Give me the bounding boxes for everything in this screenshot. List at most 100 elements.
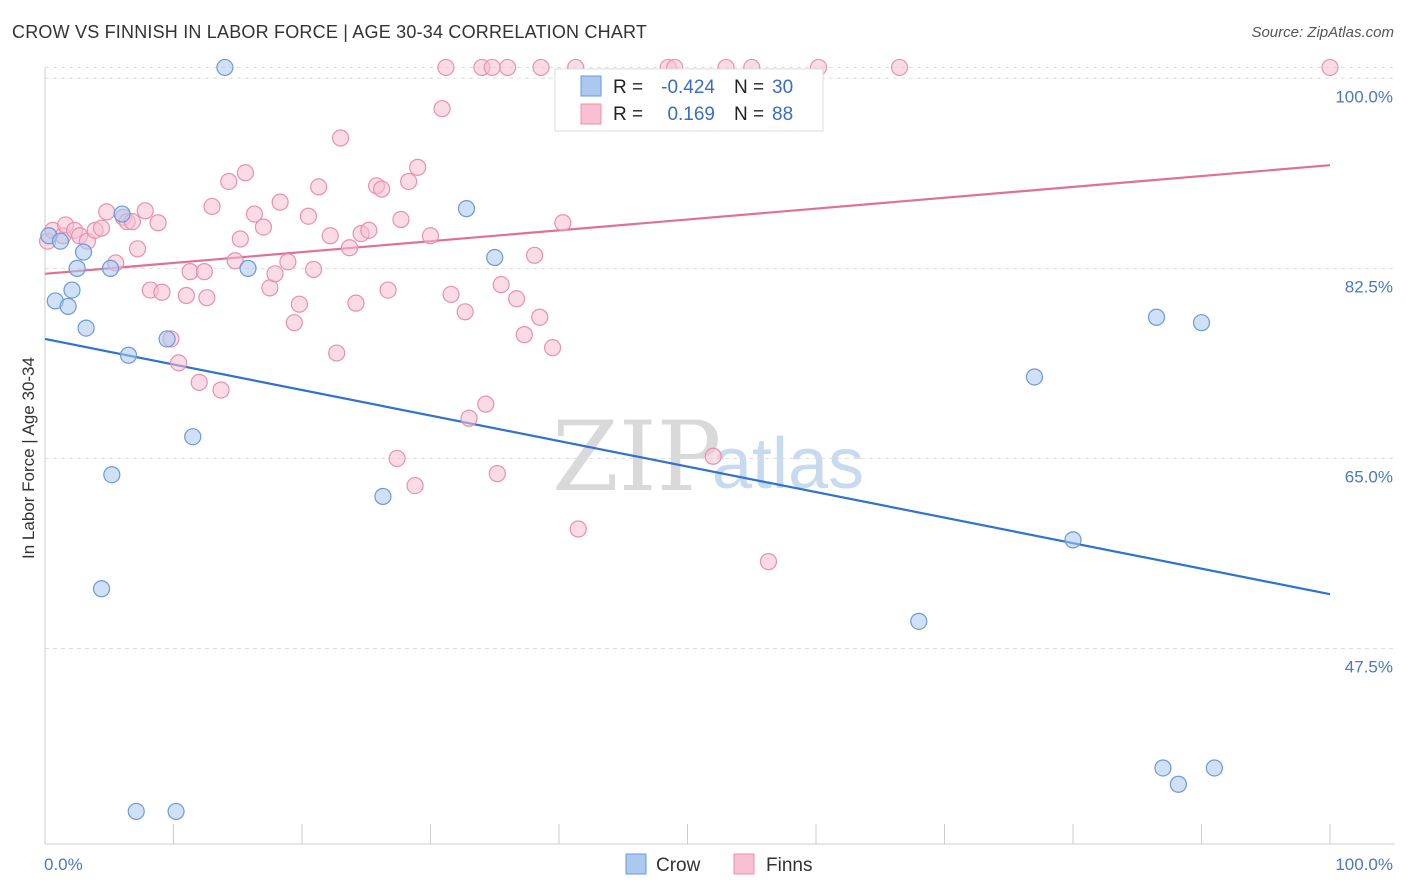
crow-point: [1064, 531, 1082, 549]
finns-point: [231, 230, 249, 248]
scatter-points: [38, 58, 1339, 821]
finns-point: [543, 339, 562, 357]
finns-point: [203, 197, 221, 216]
finns-point: [153, 283, 171, 301]
finns-point: [421, 227, 440, 245]
finns-point: [379, 281, 397, 299]
finns-point: [328, 344, 346, 362]
finns-trend-line: [44, 164, 1331, 275]
legend-crow-r-label: R =: [613, 77, 643, 98]
finns-point: [254, 218, 273, 236]
finns-point: [198, 289, 216, 307]
finns-point: [331, 129, 350, 147]
finns-point: [515, 326, 533, 344]
crow-point: [374, 487, 392, 506]
finns-point: [195, 263, 213, 281]
crow-point: [239, 259, 257, 277]
chart-source: Source: ZipAtlas.com: [1251, 24, 1394, 41]
finns-point: [488, 465, 506, 483]
finns-point: [347, 294, 365, 312]
crow-point: [1154, 759, 1172, 777]
legend-finns-r-value: 0.169: [667, 104, 715, 125]
crow-point: [113, 205, 131, 223]
finns-point: [433, 100, 451, 118]
crow-trend-line: [44, 337, 1331, 596]
crow-point: [1147, 308, 1166, 326]
finns-point: [531, 308, 549, 326]
finns-point: [499, 58, 517, 77]
finns-point: [477, 395, 495, 413]
crow-point: [74, 243, 93, 261]
legend-crow-r-value: -0.424: [661, 77, 715, 98]
legend-finns-r-label: R =: [613, 104, 643, 125]
finns-point: [409, 158, 427, 176]
legend-crow-n-value: 30: [772, 77, 793, 98]
finns-point: [128, 240, 147, 258]
crow-point: [216, 58, 234, 77]
finns-point: [226, 252, 244, 270]
finns-point: [290, 295, 309, 313]
finns-point: [483, 58, 501, 77]
finns-point: [492, 276, 510, 294]
crow-point: [457, 200, 476, 218]
legend-crow-n-label: N =: [734, 77, 764, 98]
finns-point: [759, 553, 778, 571]
finns-point: [569, 520, 587, 538]
finns-point: [507, 290, 526, 308]
legend-finns-swatch: [580, 103, 602, 125]
crow-point: [167, 802, 185, 821]
series-legend: Crow Finns: [625, 853, 812, 876]
finns-point: [456, 303, 474, 321]
finns-point: [360, 221, 378, 239]
finns-point: [92, 219, 111, 237]
crow-point: [103, 466, 121, 484]
crow-point: [68, 259, 86, 277]
crow-point: [1192, 314, 1211, 332]
crow-point: [63, 281, 81, 299]
y-tick-label: 100.0%: [1335, 87, 1393, 106]
crow-point: [910, 612, 928, 630]
finns-point: [304, 260, 323, 279]
finns-point: [340, 239, 359, 257]
finns-point: [299, 207, 318, 225]
finns-point: [532, 58, 550, 77]
crow-point: [184, 428, 202, 446]
gridlines: [45, 66, 1395, 649]
crow-point: [119, 346, 138, 364]
bottom-legend-finns-label: Finns: [766, 855, 812, 876]
finns-point: [236, 164, 255, 182]
correlation-legend: R = -0.424 N = 30 R = 0.169 N = 88: [554, 68, 824, 132]
trend-lines: [44, 164, 1331, 596]
finns-point: [245, 205, 264, 223]
finns-point: [98, 203, 116, 221]
legend-finns-n-label: N =: [734, 104, 764, 125]
crow-point: [77, 319, 95, 337]
finns-point: [460, 409, 478, 427]
y-tick-label: 47.5%: [1345, 658, 1393, 677]
x-tick-label: 100.0%: [1335, 855, 1393, 874]
finns-point: [285, 314, 303, 332]
finns-point: [279, 253, 297, 271]
crow-point: [51, 232, 70, 250]
y-axis-label: In Labor Force | Age 30-34: [19, 357, 38, 559]
finns-point: [220, 172, 238, 191]
finns-point: [554, 214, 572, 232]
finns-point: [400, 172, 418, 191]
finns-point: [170, 354, 188, 372]
legend-finns-n-value: 88: [772, 104, 793, 125]
finns-point: [190, 373, 208, 392]
finns-point: [525, 246, 544, 264]
crow-point: [92, 580, 111, 598]
legend-crow-swatch: [580, 75, 602, 97]
bottom-legend-finns-swatch: [733, 853, 755, 875]
finns-point: [442, 285, 460, 304]
finns-point: [136, 202, 154, 220]
x-tick-label: 0.0%: [44, 855, 83, 874]
bottom-legend-crow-label: Crow: [656, 855, 701, 876]
y-tick-label: 82.5%: [1345, 277, 1393, 296]
finns-point: [406, 476, 424, 495]
finns-point: [149, 214, 167, 232]
finns-point: [1321, 58, 1339, 77]
finns-point: [437, 58, 455, 77]
